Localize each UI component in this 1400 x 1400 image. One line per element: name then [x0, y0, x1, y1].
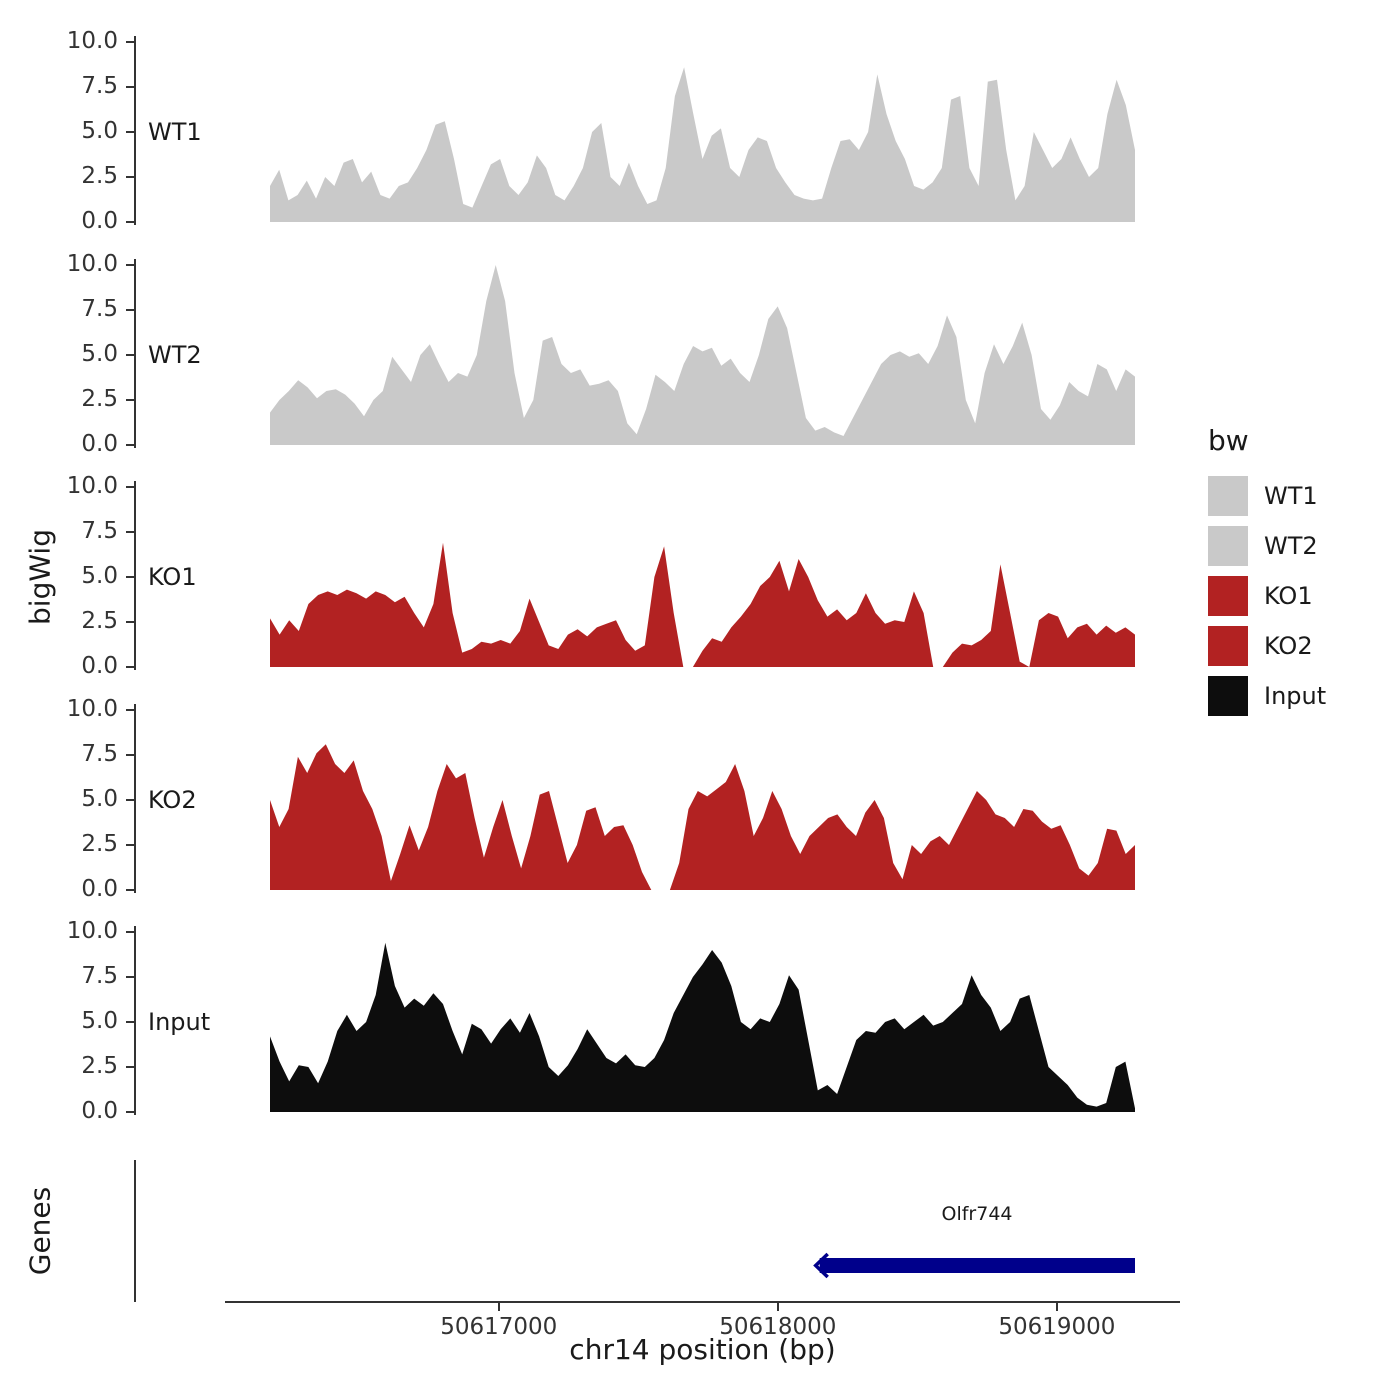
y-tick	[126, 666, 134, 668]
y-tick	[126, 976, 134, 978]
track-label: Input	[148, 1008, 211, 1036]
legend-label: WT1	[1264, 482, 1318, 510]
track-label: WT1	[148, 118, 202, 146]
y-tick-label: 2.5	[81, 1053, 118, 1079]
y-axis-line	[134, 258, 136, 448]
x-axis-title: chr14 position (bp)	[569, 1333, 836, 1366]
y-tick-label: 7.5	[81, 740, 118, 767]
y-tick	[126, 531, 134, 533]
coverage-area-KO2	[270, 743, 1135, 890]
legend-item: KO2	[1208, 621, 1326, 671]
y-tick	[126, 708, 134, 711]
y-tick	[126, 621, 134, 623]
y-tick-label: 5.0	[81, 785, 118, 812]
legend: bw WT1 WT2 KO1 KO2 Input	[1208, 424, 1326, 721]
y-tick-label: 10.0	[66, 250, 118, 277]
y-tick-label: 7.5	[81, 518, 118, 544]
x-tick-label: 50617000	[440, 1314, 558, 1340]
y-tick	[126, 931, 134, 933]
y-tick	[126, 443, 134, 446]
y-tick	[126, 398, 134, 401]
x-tick	[776, 1303, 779, 1311]
y-tick	[126, 843, 134, 846]
y-tick	[126, 131, 134, 133]
legend-item: KO1	[1208, 571, 1326, 621]
y-tick-label: 2.5	[81, 385, 118, 412]
genes-axis-line	[134, 1160, 136, 1302]
y-tick-label: 10.0	[66, 695, 118, 722]
y-tick-label: 0.0	[81, 653, 118, 679]
legend-key-input	[1208, 676, 1248, 716]
y-tick-label: 5.0	[81, 118, 118, 144]
y-tick-label: 5.0	[81, 340, 118, 367]
coverage-area-WT2	[270, 264, 1135, 445]
legend-key-wt1	[1208, 476, 1248, 516]
y-tick	[126, 486, 134, 488]
y-axis-line	[134, 703, 136, 893]
y-tick-label: 5.0	[81, 563, 118, 589]
y-tick	[126, 176, 134, 178]
track-label: KO1	[148, 563, 197, 591]
y-tick	[126, 308, 134, 311]
legend-key-ko1	[1208, 576, 1248, 616]
track-label: WT2	[148, 340, 202, 369]
legend-label: Input	[1264, 682, 1327, 710]
legend-key-ko2	[1208, 626, 1248, 666]
x-tick-label: 50618000	[719, 1314, 837, 1340]
y-tick	[126, 753, 134, 756]
legend-item: WT2	[1208, 521, 1326, 571]
legend-item: Input	[1208, 671, 1326, 721]
gene-name-label: Olfr744	[941, 1203, 1013, 1225]
legend-label: KO2	[1264, 632, 1313, 660]
y-tick	[126, 1066, 134, 1068]
y-tick	[126, 798, 134, 801]
legend-label: KO1	[1264, 582, 1313, 610]
x-tick	[1055, 1303, 1058, 1311]
y-tick	[126, 86, 134, 88]
y-tick-label: 0.0	[81, 1098, 118, 1124]
y-tick-label: 5.0	[81, 1008, 118, 1034]
legend-item: WT1	[1208, 471, 1326, 521]
legend-key-wt2	[1208, 526, 1248, 566]
y-tick	[126, 221, 134, 223]
coverage-area-Input	[270, 942, 1135, 1112]
y-tick-label: 10.0	[66, 28, 118, 54]
y-tick-label: 10.0	[66, 473, 118, 499]
y-tick-label: 2.5	[81, 163, 118, 189]
y-tick-label: 0.0	[81, 208, 118, 234]
y-tick	[126, 263, 134, 266]
legend-title: bw	[1208, 424, 1249, 457]
y-axis-line	[134, 481, 136, 670]
coverage-area-WT1	[270, 67, 1135, 222]
x-axis-line	[225, 1301, 1180, 1303]
track-label: KO2	[148, 785, 197, 814]
y-tick	[126, 1021, 134, 1023]
gene-body	[813, 1252, 1135, 1279]
y-tick	[126, 353, 134, 356]
y-tick-label: 0.0	[81, 430, 118, 457]
y-tick	[126, 1111, 134, 1113]
y-axis-line	[134, 36, 136, 225]
x-tick-label: 50619000	[998, 1314, 1116, 1340]
y-tick	[126, 888, 134, 891]
y-tick-label: 2.5	[81, 608, 118, 634]
y-tick	[126, 41, 134, 43]
y-tick-label: 2.5	[81, 830, 118, 857]
coverage-area-KO1	[270, 542, 1135, 667]
genes-axis-title: Genes	[23, 1186, 57, 1276]
y-tick-label: 7.5	[81, 963, 118, 989]
y-tick-label: 7.5	[81, 295, 118, 322]
y-axis-line	[134, 926, 136, 1115]
y-tick-label: 7.5	[81, 73, 118, 99]
legend-items: WT1 WT2 KO1 KO2 Input	[1208, 471, 1326, 721]
y-tick	[126, 576, 134, 578]
y-tick-label: 10.0	[66, 918, 118, 944]
x-tick	[497, 1303, 500, 1311]
y-tick-label: 0.0	[81, 875, 118, 902]
legend-label: WT2	[1264, 532, 1318, 560]
y-axis-title: bigWig	[23, 529, 57, 625]
